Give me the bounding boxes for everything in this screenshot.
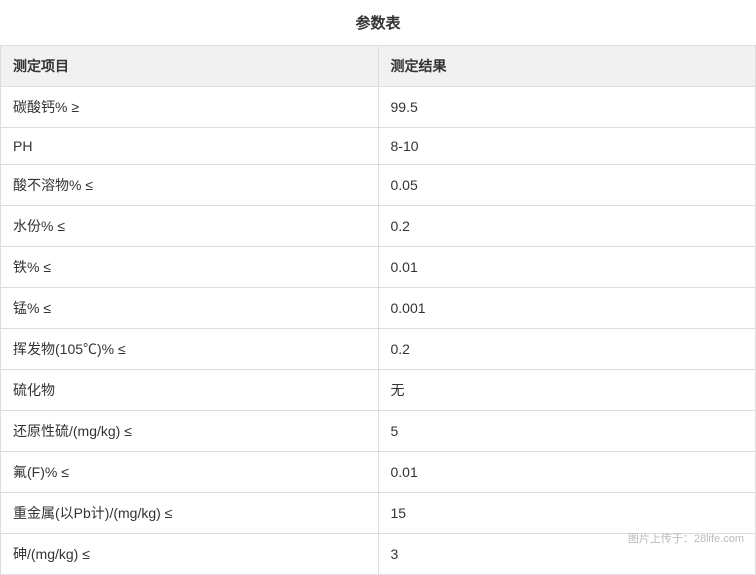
table-row: 酸不溶物% ≤ 0.05 [1,165,756,206]
cell-result: 0.05 [378,165,756,206]
cell-item: 重金属(以Pb计)/(mg/kg) ≤ [1,493,379,534]
cell-item: 还原性硫/(mg/kg) ≤ [1,411,379,452]
watermark-text: 图片上传于：28life.com [628,530,744,546]
table-row: PH 8-10 [1,128,756,165]
table-row: 锰% ≤ 0.001 [1,288,756,329]
cell-item: 锰% ≤ [1,288,379,329]
table-row: 铁% ≤ 0.01 [1,247,756,288]
cell-result: 15 [378,493,756,534]
cell-result: 0.001 [378,288,756,329]
cell-result: 0.01 [378,247,756,288]
table-header-row: 测定项目 测定结果 [1,46,756,87]
cell-result: 5 [378,411,756,452]
cell-item: 氟(F)% ≤ [1,452,379,493]
cell-item: 铁% ≤ [1,247,379,288]
cell-item: 硫化物 [1,370,379,411]
table-row: 氟(F)% ≤ 0.01 [1,452,756,493]
cell-item: 挥发物(105℃)% ≤ [1,329,379,370]
cell-item: 酸不溶物% ≤ [1,165,379,206]
table-row: 硫化物 无 [1,370,756,411]
column-header-result: 测定结果 [378,46,756,87]
cell-item: 砷/(mg/kg) ≤ [1,534,379,575]
table-row: 碳酸钙% ≥ 99.5 [1,87,756,128]
cell-result: 无 [378,370,756,411]
table-body: 碳酸钙% ≥ 99.5 PH 8-10 酸不溶物% ≤ 0.05 水份% ≤ 0… [1,87,756,575]
table-row: 重金属(以Pb计)/(mg/kg) ≤ 15 [1,493,756,534]
cell-result: 0.2 [378,206,756,247]
cell-result: 0.01 [378,452,756,493]
column-header-item: 测定项目 [1,46,379,87]
table-row: 挥发物(105℃)% ≤ 0.2 [1,329,756,370]
cell-item: PH [1,128,379,165]
table-row: 还原性硫/(mg/kg) ≤ 5 [1,411,756,452]
cell-result: 8-10 [378,128,756,165]
cell-item: 水份% ≤ [1,206,379,247]
cell-result: 0.2 [378,329,756,370]
cell-result: 99.5 [378,87,756,128]
cell-item: 碳酸钙% ≥ [1,87,379,128]
parameters-container: 参数表 测定项目 测定结果 碳酸钙% ≥ 99.5 PH 8-10 酸不溶物% … [0,0,756,575]
parameters-table: 测定项目 测定结果 碳酸钙% ≥ 99.5 PH 8-10 酸不溶物% ≤ 0.… [0,45,756,575]
page-title: 参数表 [0,0,756,45]
table-row: 水份% ≤ 0.2 [1,206,756,247]
